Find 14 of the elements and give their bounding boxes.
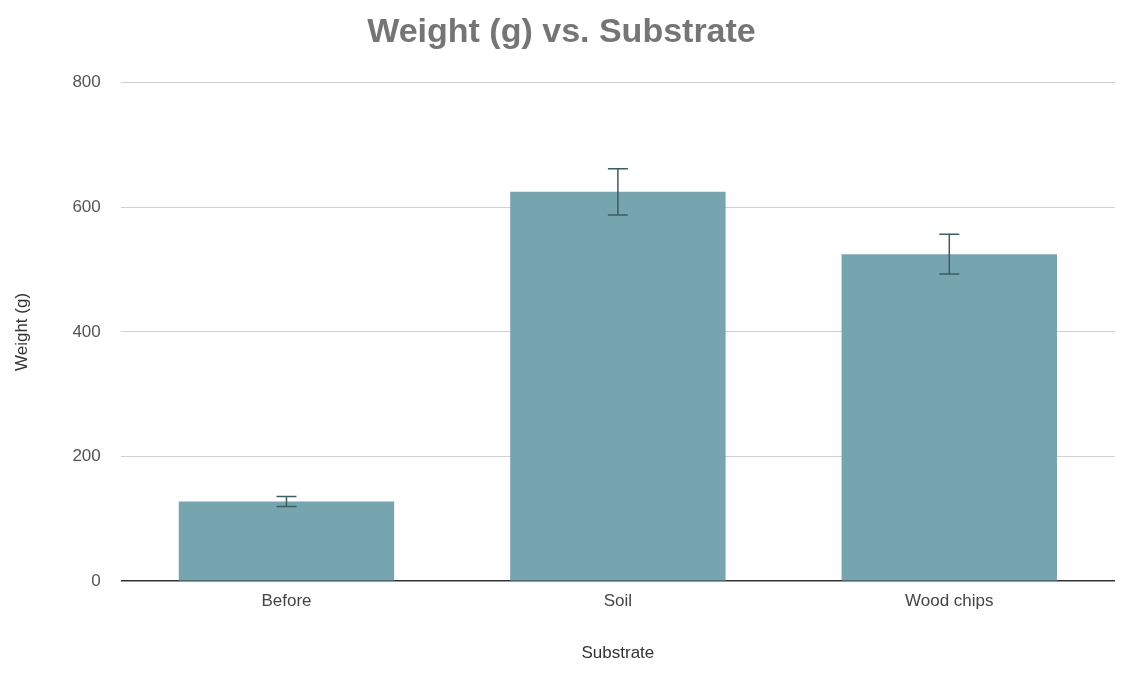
y-tick-label: 600 — [72, 197, 101, 217]
bar — [510, 191, 726, 581]
bar — [841, 254, 1057, 581]
y-tick-label: 800 — [72, 72, 101, 92]
y-axis-title: Weight (g) — [11, 292, 31, 372]
y-tick-label: 400 — [72, 321, 101, 341]
x-tick-label: Soil — [603, 591, 633, 611]
chart-title: Weight (g) vs. Substrate — [367, 10, 756, 49]
bar — [178, 501, 395, 581]
x-tick-label: Wood chips — [905, 591, 994, 611]
x-tick-label: Before — [261, 591, 312, 611]
y-tick-label: 200 — [72, 446, 101, 466]
y-tick-label: 0 — [91, 570, 101, 590]
x-axis-title: Substrate — [581, 643, 655, 663]
